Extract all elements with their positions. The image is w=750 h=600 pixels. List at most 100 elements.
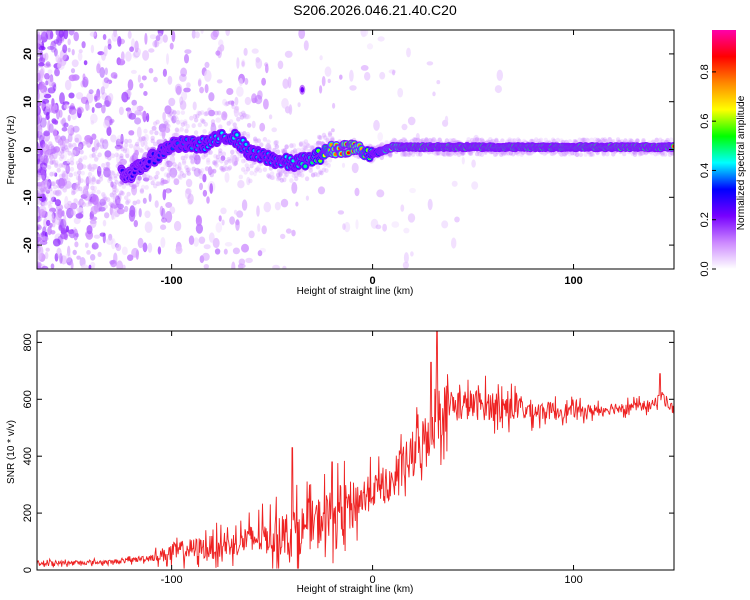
- heatmap-halo: [277, 168, 282, 174]
- heatmap-halo: [90, 185, 95, 191]
- heatmap-blob: [223, 248, 228, 255]
- chart-title: S206.2026.046.21.40.C20: [293, 2, 457, 18]
- heatmap-halo: [449, 151, 454, 157]
- colorbar-tick-label: 0.6: [699, 114, 711, 129]
- heatmap-halo: [62, 187, 67, 193]
- heatmap-halo: [233, 108, 239, 114]
- heatmap-halo: [200, 118, 205, 123]
- heatmap-blob: [54, 172, 58, 177]
- heatmap-halo: [80, 200, 86, 205]
- heatmap-halo: [103, 196, 108, 202]
- heatmap-halo: [114, 188, 119, 194]
- heatmap-halo: [44, 138, 49, 144]
- heatmap-halo: [324, 168, 329, 174]
- heatmap-blob: [85, 104, 91, 111]
- heatmap-blob: [99, 198, 106, 206]
- heatmap-blob: [97, 251, 102, 257]
- heatmap-blob: [38, 134, 44, 146]
- heatmap-halo: [39, 156, 44, 162]
- heatmap-blob: [281, 98, 289, 109]
- heatmap-blob: [192, 152, 198, 161]
- heatmap-blob: [166, 188, 171, 195]
- heatmap-halo: [200, 110, 205, 115]
- heatmap-halo: [77, 170, 82, 175]
- heatmap-halo: [49, 160, 54, 165]
- heatmap-halo: [406, 152, 411, 158]
- heatmap-halo: [102, 194, 107, 200]
- heatmap-blob: [93, 234, 101, 239]
- heatmap-halo: [132, 183, 137, 189]
- heatmap-halo: [83, 185, 88, 191]
- heatmap-halo: [104, 154, 110, 160]
- heatmap-halo: [406, 150, 411, 156]
- heatmap-halo: [142, 173, 147, 179]
- heatmap-halo: [430, 138, 435, 144]
- heatmap-halo: [308, 168, 313, 173]
- heatmap-halo: [301, 140, 306, 146]
- heatmap-blob: [52, 238, 61, 247]
- heatmap-halo: [197, 122, 202, 128]
- heatmap-blob: [37, 212, 40, 218]
- heatmap-blob: [344, 221, 351, 233]
- heatmap-blob: [210, 31, 218, 40]
- heatmap-blob: [246, 176, 251, 186]
- heatmap-blob: [392, 69, 396, 76]
- heatmap-blob: [59, 92, 65, 105]
- heatmap-halo: [444, 151, 450, 157]
- heatmap-blob: [161, 127, 166, 140]
- heatmap-halo: [269, 171, 275, 177]
- heatmap-halo: [315, 164, 321, 170]
- heatmap-blob: [68, 106, 77, 115]
- heatmap-blob: [274, 201, 281, 211]
- heatmap-halo: [191, 159, 196, 164]
- heatmap-halo: [450, 138, 456, 143]
- heatmap-halo: [213, 159, 218, 165]
- heatmap-halo: [50, 145, 55, 151]
- heatmap-halo: [91, 189, 96, 195]
- heatmap-halo: [109, 170, 115, 176]
- spectrogram-heatmap: [37, 30, 674, 269]
- bottom-plot-frame: [36, 330, 675, 571]
- heatmap-halo: [318, 169, 323, 175]
- heatmap-blob: [206, 196, 210, 204]
- heatmap-blob: [169, 155, 176, 165]
- heatmap-halo: [40, 189, 46, 195]
- heatmap-halo: [438, 151, 444, 156]
- heatmap-blob: [52, 220, 56, 228]
- heatmap-halo: [306, 143, 311, 149]
- heatmap-blob: [134, 117, 142, 125]
- heatmap-halo: [80, 170, 86, 176]
- heatmap-blob: [220, 207, 227, 215]
- heatmap-blob: [305, 195, 309, 201]
- heatmap-halo: [63, 185, 69, 190]
- heatmap-blob: [179, 96, 184, 105]
- heatmap-halo: [181, 160, 187, 166]
- heatmap-halo: [126, 191, 131, 197]
- heatmap-halo: [113, 175, 118, 181]
- heatmap-halo: [411, 152, 416, 157]
- heatmap-halo: [46, 180, 52, 185]
- heatmap-blob: [109, 118, 115, 124]
- heatmap-blob: [93, 139, 100, 151]
- heatmap-blob: [41, 236, 49, 242]
- heatmap-halo: [219, 165, 224, 171]
- heatmap-halo: [68, 142, 74, 148]
- heatmap-blob: [110, 259, 117, 268]
- heatmap-halo: [291, 143, 296, 148]
- top-x-tick-label: -100: [161, 275, 183, 287]
- heatmap-blob: [461, 156, 465, 165]
- heatmap-halo: [231, 155, 236, 161]
- heatmap-blob: [123, 205, 129, 213]
- heatmap-halo: [73, 198, 78, 204]
- heatmap-blob: [118, 106, 124, 116]
- heatmap-blob: [162, 68, 167, 77]
- heatmap-blob: [107, 43, 112, 50]
- heatmap-halo: [180, 122, 186, 127]
- heatmap-halo: [83, 192, 88, 198]
- heatmap-blob: [291, 182, 298, 194]
- heatmap-halo: [172, 110, 177, 116]
- heatmap-halo: [128, 143, 134, 149]
- heatmap-halo: [432, 138, 438, 144]
- heatmap-halo: [52, 190, 58, 195]
- heatmap-blob: [331, 128, 335, 133]
